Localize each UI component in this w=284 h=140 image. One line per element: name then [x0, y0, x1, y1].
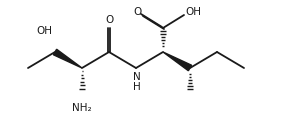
Text: O: O — [105, 15, 113, 25]
Text: OH: OH — [185, 7, 201, 17]
Polygon shape — [163, 52, 192, 71]
Text: OH: OH — [36, 26, 52, 36]
Text: H: H — [133, 82, 141, 92]
Text: N: N — [133, 72, 141, 82]
Polygon shape — [53, 49, 82, 68]
Text: O: O — [133, 7, 141, 17]
Text: NH₂: NH₂ — [72, 103, 92, 113]
